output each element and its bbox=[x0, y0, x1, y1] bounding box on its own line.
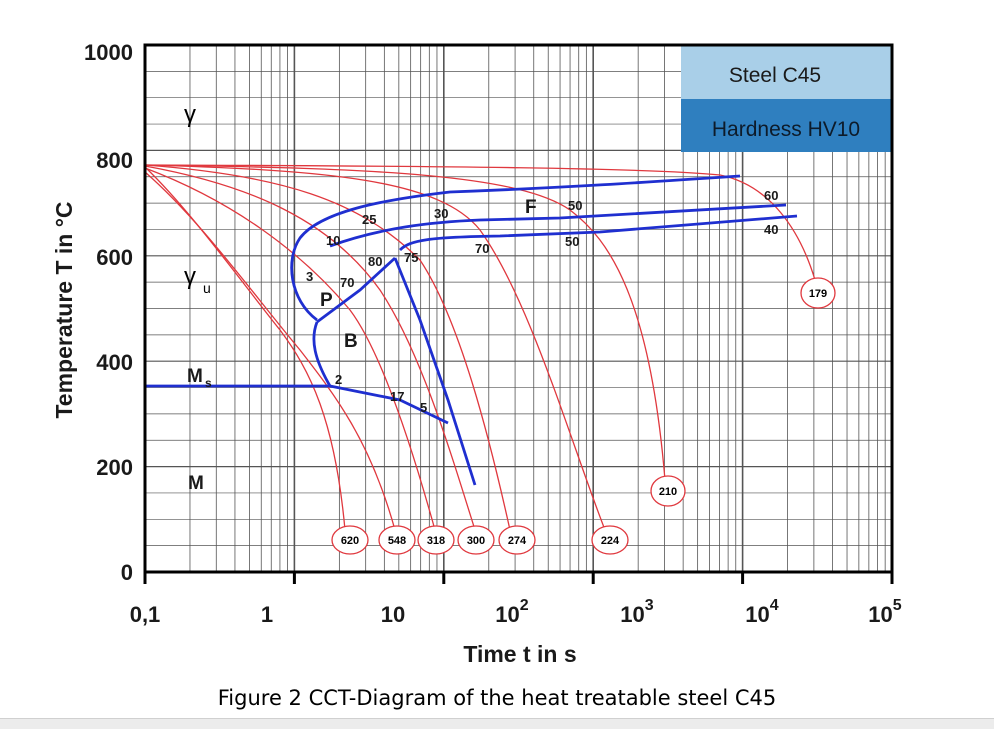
ferrite-start-line bbox=[290, 174, 741, 322]
y-tick-label: 800 bbox=[96, 148, 133, 173]
hardness-marker-548: 548 bbox=[378, 525, 416, 555]
legend-hardness-box bbox=[681, 99, 891, 152]
y-tick-label: 1000 bbox=[84, 40, 133, 65]
y-tick-label: 200 bbox=[96, 455, 133, 480]
x-tick-label: 1 bbox=[261, 602, 273, 627]
percent-label: 10 bbox=[326, 233, 340, 248]
x-tick-labels: 0,1 1 10 102 103 104 105 bbox=[130, 597, 902, 627]
x-tick-label: 0,1 bbox=[130, 602, 161, 627]
phase-label-b: B bbox=[344, 331, 358, 352]
martensite-line bbox=[329, 384, 449, 425]
y-tick-label: 0 bbox=[121, 560, 133, 585]
percent-label: 50 bbox=[568, 198, 582, 213]
hardness-value: 318 bbox=[427, 535, 445, 547]
hardness-value: 210 bbox=[659, 486, 677, 498]
cooling-curves bbox=[144, 164, 816, 531]
cooling-curve-210 bbox=[144, 164, 666, 481]
pearlite-finish-line bbox=[399, 214, 798, 252]
percent-label: 40 bbox=[764, 222, 778, 237]
hardness-marker-210: 210 bbox=[650, 475, 686, 507]
bottom-scrollbar-area bbox=[0, 718, 994, 729]
x-axis-title: Time t in s bbox=[463, 641, 576, 667]
percent-label: 60 bbox=[764, 188, 778, 203]
y-axis-title: Temperature T in °C bbox=[51, 201, 77, 418]
percent-label: 17 bbox=[390, 389, 404, 404]
hardness-value: 300 bbox=[467, 535, 485, 547]
hardness-value: 179 bbox=[809, 288, 827, 300]
percent-label: 75 bbox=[404, 250, 418, 265]
percent-label: 80 bbox=[368, 254, 382, 269]
cct-plot: Steel C45 Hardness HV10 γ γ u M s bbox=[51, 40, 902, 667]
legend-hardness-label: Hardness HV10 bbox=[712, 118, 860, 141]
phase-label-f: F bbox=[525, 197, 537, 218]
x-tick-label: 102 bbox=[495, 597, 528, 627]
hardness-value: 620 bbox=[341, 535, 359, 547]
cooling-curve-179 bbox=[144, 164, 816, 281]
phase-label-gamma: γ bbox=[184, 101, 196, 128]
phase-label-p: P bbox=[320, 290, 333, 311]
hardness-markers: 620 548 318 300 274 224 bbox=[331, 277, 836, 555]
phase-label-ms: M bbox=[187, 366, 203, 387]
percent-labels: 25 30 50 60 10 40 80 75 70 50 3 70 2 17 … bbox=[306, 188, 778, 415]
y-tick-label: 600 bbox=[96, 245, 133, 270]
percent-label: 25 bbox=[362, 212, 376, 227]
phase-label-m: M bbox=[188, 473, 204, 494]
phase-label-ms-sub: s bbox=[205, 376, 212, 390]
cooling-curve-300 bbox=[144, 165, 476, 531]
cooling-curve-548 bbox=[144, 171, 396, 531]
hardness-value: 548 bbox=[388, 535, 406, 547]
hardness-marker-318: 318 bbox=[417, 525, 455, 555]
phase-label-gamma-u-sub: u bbox=[203, 280, 211, 296]
x-tick-label: 103 bbox=[620, 597, 653, 627]
cooling-curve-318 bbox=[144, 167, 436, 531]
percent-label: 70 bbox=[475, 241, 489, 256]
bainite-start-line bbox=[312, 321, 332, 387]
y-tick-labels: 0 200 400 600 800 1000 bbox=[84, 40, 133, 585]
hardness-value: 224 bbox=[601, 535, 620, 547]
percent-label: 70 bbox=[340, 275, 354, 290]
percent-label: 50 bbox=[565, 234, 579, 249]
legend-steel-box bbox=[681, 45, 891, 99]
bainite-finish-line bbox=[393, 257, 477, 486]
hardness-marker-620: 620 bbox=[331, 525, 369, 555]
cooling-curve-224 bbox=[144, 164, 606, 531]
percent-label: 30 bbox=[434, 206, 448, 221]
x-tick-label: 105 bbox=[868, 597, 901, 627]
percent-label: 2 bbox=[335, 372, 342, 387]
x-tick-label: 104 bbox=[745, 597, 778, 627]
hardness-marker-224: 224 bbox=[591, 525, 629, 555]
hardness-marker-274: 274 bbox=[498, 525, 536, 555]
percent-label: 5 bbox=[420, 400, 427, 415]
plot-frame bbox=[143, 43, 894, 574]
hardness-value: 274 bbox=[508, 535, 527, 547]
x-tick-label: 10 bbox=[381, 602, 405, 627]
transformation-lines bbox=[145, 174, 798, 486]
phase-label-gamma-u: γ bbox=[184, 263, 196, 290]
percent-label: 3 bbox=[306, 269, 313, 284]
pearlite-start-line bbox=[316, 256, 396, 324]
legend-steel-label: Steel C45 bbox=[729, 64, 821, 87]
figure-caption: Figure 2 CCT-Diagram of the heat treatab… bbox=[217, 686, 777, 710]
ferrite-40-line bbox=[329, 203, 787, 248]
y-tick-label: 400 bbox=[96, 350, 133, 375]
hardness-marker-179: 179 bbox=[800, 277, 836, 309]
cooling-curve-274 bbox=[144, 164, 511, 531]
hardness-marker-300: 300 bbox=[457, 525, 495, 555]
